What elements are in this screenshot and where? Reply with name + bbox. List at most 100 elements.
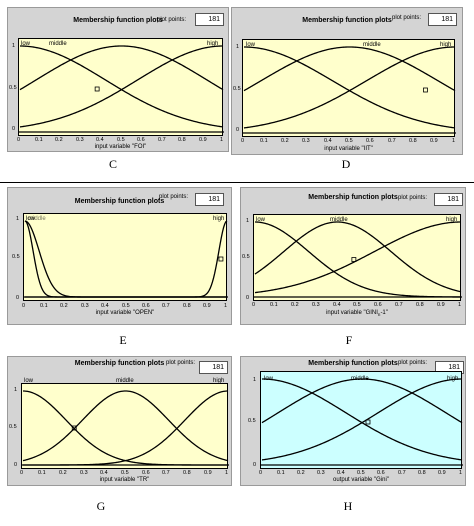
x-axis-label-main: input variable "GINI [326,310,378,316]
y-tick-1: 1 [12,43,16,49]
x-tick-1: 1 [452,138,456,144]
selection-marker[interactable] [94,86,100,92]
x-tick-08: 0.8 [418,470,426,476]
mf-label-high[interactable]: high [440,42,452,48]
x-tick-09: 0.9 [199,137,207,143]
x-tick-03: 0.3 [81,303,89,309]
x-tick-08: 0.8 [178,137,186,143]
mf-panel-h: Membership function plots plot points: 1… [240,356,466,486]
y-tick-1: 1 [236,44,240,50]
x-tick-07: 0.7 [398,470,406,476]
plot-points-input[interactable]: 181 [195,193,224,206]
mf-label-high[interactable]: high [446,217,458,223]
mf-curves [22,390,229,466]
mf-label-middle[interactable]: middle [330,217,348,223]
mf-label-middle[interactable]: middle [28,216,46,222]
x-tick-02: 0.2 [291,302,299,308]
mf-curve-high[interactable] [23,390,229,466]
mf-curve-middle[interactable] [243,46,456,92]
selection-marker[interactable] [423,87,428,93]
selection-marker[interactable] [365,419,371,425]
mf-curves [24,220,228,298]
x-axis-label-sub: n [377,312,381,318]
x-tick-01: 0.1 [277,470,285,476]
plot-points-input[interactable]: 181 [199,361,228,374]
x-tick-02: 0.2 [297,470,305,476]
mf-curve-low[interactable] [22,390,228,466]
x-tick-06: 0.6 [142,470,150,476]
mf-label-low[interactable]: low [26,216,36,222]
selection-marker[interactable] [351,257,357,262]
selection-marker[interactable] [71,425,77,431]
x-tick-08: 0.8 [183,303,191,309]
plot-axes[interactable]: low middle high [253,214,462,301]
mf-curve-high[interactable] [19,45,224,128]
x-tick-1: 1 [459,470,463,476]
panel-title: Membership function plots [308,194,398,201]
x-tick-06: 0.6 [137,137,145,143]
x-tick-0: 0 [241,138,245,144]
mf-curve-low[interactable] [24,220,227,298]
mf-label-middle[interactable]: middle [363,42,381,48]
x-tick-01: 0.1 [260,138,268,144]
caption-c: C [108,157,117,171]
y-tick-05: 0.5 [248,418,256,424]
x-tick-04: 0.4 [96,137,104,143]
mf-curve-middle[interactable] [19,45,224,91]
x-tick-02: 0.2 [59,470,67,476]
plot-axes[interactable]: low middle high [260,371,463,469]
mf-label-high[interactable]: high [213,216,225,222]
plot-axes[interactable]: low middle high [18,38,224,136]
mf-curve-low[interactable] [261,378,463,461]
mf-curves [243,46,456,134]
mf-curve-middle[interactable] [22,390,229,462]
plot-points-input[interactable]: 181 [195,13,224,26]
plot-points-input[interactable]: 181 [434,193,463,206]
x-axis-label: input variable "FOI" [94,144,147,150]
y-tick-0: 0 [12,126,16,132]
mf-label-low[interactable]: low [256,217,266,223]
x-tick-01: 0.1 [270,302,278,308]
selection-marker[interactable] [218,256,224,262]
mf-curve-low[interactable] [243,46,456,129]
mf-curve-middle[interactable] [24,220,227,298]
y-tick-0: 0 [246,295,250,301]
mf-label-middle[interactable]: middle [116,378,134,384]
mf-curve-high[interactable] [261,378,463,461]
mf-label-low[interactable]: low [24,378,34,384]
mf-curve-middle[interactable] [254,221,462,293]
x-tick-05: 0.5 [345,138,353,144]
plot-points-label: plot points: [398,195,428,201]
mf-label-middle[interactable]: middle [351,376,369,382]
y-tick-1: 1 [246,218,250,224]
mf-label-high[interactable]: high [447,376,459,382]
mf-curves [261,378,463,466]
mf-curves [254,221,462,298]
mf-curve-middle[interactable] [261,378,463,424]
x-tick-09: 0.9 [203,303,211,309]
mf-label-low[interactable]: low [246,42,256,48]
mf-curve-high[interactable] [25,220,228,298]
x-tick-07: 0.7 [162,470,170,476]
x-tick-09: 0.9 [204,470,212,476]
x-tick-05: 0.5 [357,470,365,476]
panel-title: Membership function plots [73,17,163,24]
mf-label-low[interactable]: low [264,376,274,382]
mf-label-middle[interactable]: middle [49,41,67,47]
plot-points-input[interactable]: 181 [428,13,457,26]
x-tick-05: 0.5 [121,470,129,476]
mf-label-low[interactable]: low [21,41,31,47]
mf-curve-low[interactable] [19,45,224,128]
plot-points-label: plot points: [157,17,187,23]
x-tick-06: 0.6 [366,138,374,144]
x-tick-03: 0.3 [312,302,320,308]
plot-axes[interactable]: low middle high [21,378,229,469]
mf-curve-high[interactable] [243,46,456,129]
mf-label-high[interactable]: high [213,378,225,384]
x-tick-08: 0.8 [416,302,424,308]
plot-axes[interactable]: low middle high [242,39,456,137]
mf-panel-e: Membership function plots plot points: 1… [7,187,232,325]
mf-label-high[interactable]: high [207,41,219,47]
plot-axes[interactable]: low middle high [23,213,228,301]
mf-curve-high[interactable] [254,221,462,294]
